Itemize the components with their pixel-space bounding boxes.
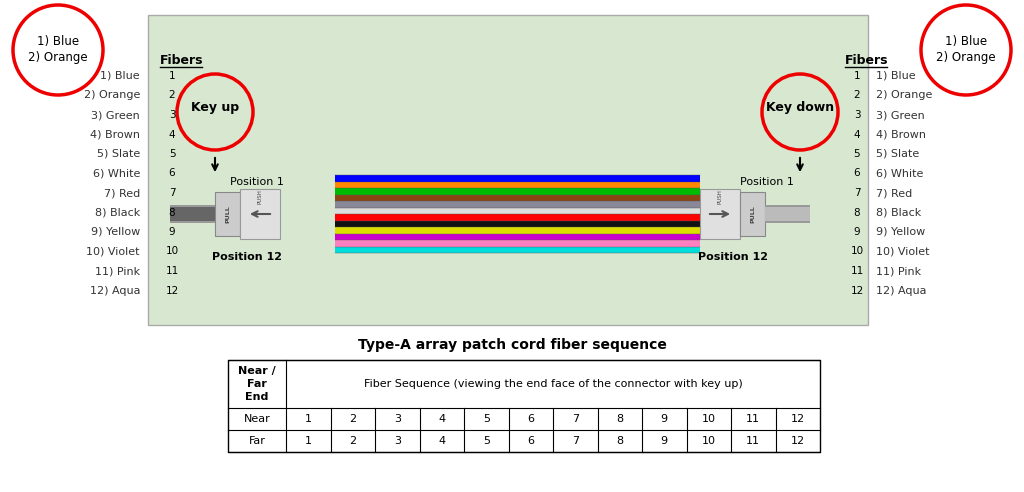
FancyBboxPatch shape xyxy=(240,189,280,239)
Text: 2: 2 xyxy=(169,91,175,100)
Text: 4: 4 xyxy=(438,414,445,424)
FancyBboxPatch shape xyxy=(700,189,740,239)
Text: 8: 8 xyxy=(169,208,175,217)
Text: 12: 12 xyxy=(165,285,178,296)
Text: 6) White: 6) White xyxy=(92,168,140,179)
Text: 1) Blue: 1) Blue xyxy=(876,71,915,81)
Text: 5: 5 xyxy=(482,414,489,424)
Text: 12) Aqua: 12) Aqua xyxy=(89,285,140,296)
Text: 4) Brown: 4) Brown xyxy=(90,129,140,140)
Text: 5) Slate: 5) Slate xyxy=(876,149,920,159)
Text: 1: 1 xyxy=(169,71,175,81)
Text: 9) Yellow: 9) Yellow xyxy=(876,227,926,237)
Text: 5: 5 xyxy=(854,149,860,159)
Text: 1) Blue: 1) Blue xyxy=(945,35,987,49)
Text: 9: 9 xyxy=(660,436,668,446)
Text: 12: 12 xyxy=(791,414,805,424)
Text: 2: 2 xyxy=(349,436,356,446)
Text: PUSH: PUSH xyxy=(257,189,262,205)
Text: PULL: PULL xyxy=(225,205,230,223)
FancyBboxPatch shape xyxy=(148,15,868,325)
Text: Near: Near xyxy=(244,414,270,424)
Text: Near /
Far
End: Near / Far End xyxy=(239,366,275,402)
Text: 5: 5 xyxy=(482,436,489,446)
Text: 1) Blue: 1) Blue xyxy=(100,71,140,81)
Text: 2) Orange: 2) Orange xyxy=(29,52,88,64)
Text: Fibers: Fibers xyxy=(160,54,204,66)
Text: 12: 12 xyxy=(850,285,863,296)
Text: 8) Black: 8) Black xyxy=(95,208,140,217)
Text: Far: Far xyxy=(249,436,265,446)
Text: 6: 6 xyxy=(854,168,860,179)
Text: 1: 1 xyxy=(305,414,311,424)
Text: 10: 10 xyxy=(166,246,178,256)
Text: 3: 3 xyxy=(854,110,860,120)
Text: 6: 6 xyxy=(169,168,175,179)
Text: Fibers: Fibers xyxy=(845,54,889,66)
Text: 2: 2 xyxy=(349,414,356,424)
Text: 2: 2 xyxy=(854,91,860,100)
Text: 1: 1 xyxy=(305,436,311,446)
Text: 3: 3 xyxy=(169,110,175,120)
FancyBboxPatch shape xyxy=(215,192,240,236)
Text: 6: 6 xyxy=(527,414,535,424)
Text: 8: 8 xyxy=(854,208,860,217)
Text: 9: 9 xyxy=(854,227,860,237)
Text: 11: 11 xyxy=(850,266,863,276)
Text: 11) Pink: 11) Pink xyxy=(95,266,140,276)
Text: 3) Green: 3) Green xyxy=(876,110,925,120)
Text: Type-A array patch cord fiber sequence: Type-A array patch cord fiber sequence xyxy=(357,338,667,352)
Text: 5) Slate: 5) Slate xyxy=(96,149,140,159)
Text: 10: 10 xyxy=(701,414,716,424)
Text: 5: 5 xyxy=(169,149,175,159)
Text: 7) Red: 7) Red xyxy=(876,188,912,198)
Text: 11) Pink: 11) Pink xyxy=(876,266,922,276)
Text: 7: 7 xyxy=(169,188,175,198)
Text: 10: 10 xyxy=(701,436,716,446)
Text: 1) Blue: 1) Blue xyxy=(37,35,79,49)
Text: 11: 11 xyxy=(746,436,760,446)
Text: 3: 3 xyxy=(394,414,400,424)
FancyBboxPatch shape xyxy=(228,360,820,452)
Text: 7) Red: 7) Red xyxy=(103,188,140,198)
Text: 2) Orange: 2) Orange xyxy=(936,52,995,64)
Text: Position 12: Position 12 xyxy=(213,252,283,262)
Text: 9: 9 xyxy=(660,414,668,424)
Text: 4: 4 xyxy=(854,129,860,140)
Text: 2) Orange: 2) Orange xyxy=(876,91,933,100)
Text: 1: 1 xyxy=(854,71,860,81)
Text: 10) Violet: 10) Violet xyxy=(86,246,140,256)
Text: PULL: PULL xyxy=(750,205,755,223)
Text: 12: 12 xyxy=(791,436,805,446)
Text: 12) Aqua: 12) Aqua xyxy=(876,285,927,296)
Text: 6) White: 6) White xyxy=(876,168,924,179)
Text: 4: 4 xyxy=(438,436,445,446)
Text: PUSH: PUSH xyxy=(718,189,723,205)
Text: Position 1: Position 1 xyxy=(740,177,794,187)
Text: 3: 3 xyxy=(394,436,400,446)
Text: Position 12: Position 12 xyxy=(697,252,768,262)
FancyBboxPatch shape xyxy=(740,192,765,236)
Text: 4: 4 xyxy=(169,129,175,140)
Text: 4) Brown: 4) Brown xyxy=(876,129,926,140)
Text: 7: 7 xyxy=(854,188,860,198)
Text: 10: 10 xyxy=(851,246,863,256)
Text: 9: 9 xyxy=(169,227,175,237)
Text: 7: 7 xyxy=(571,414,579,424)
Text: 10) Violet: 10) Violet xyxy=(876,246,930,256)
Text: 8) Black: 8) Black xyxy=(876,208,922,217)
Text: Key up: Key up xyxy=(190,101,239,115)
Text: 2) Orange: 2) Orange xyxy=(84,91,140,100)
Text: 9) Yellow: 9) Yellow xyxy=(91,227,140,237)
Text: 6: 6 xyxy=(527,436,535,446)
Text: 8: 8 xyxy=(616,414,624,424)
Text: Position 1: Position 1 xyxy=(230,177,284,187)
Text: Fiber Sequence (viewing the end face of the connector with key up): Fiber Sequence (viewing the end face of … xyxy=(364,379,742,389)
Text: 3) Green: 3) Green xyxy=(91,110,140,120)
Text: 8: 8 xyxy=(616,436,624,446)
Text: 7: 7 xyxy=(571,436,579,446)
Text: 11: 11 xyxy=(746,414,760,424)
Text: Key down: Key down xyxy=(766,101,835,115)
Text: 11: 11 xyxy=(165,266,178,276)
